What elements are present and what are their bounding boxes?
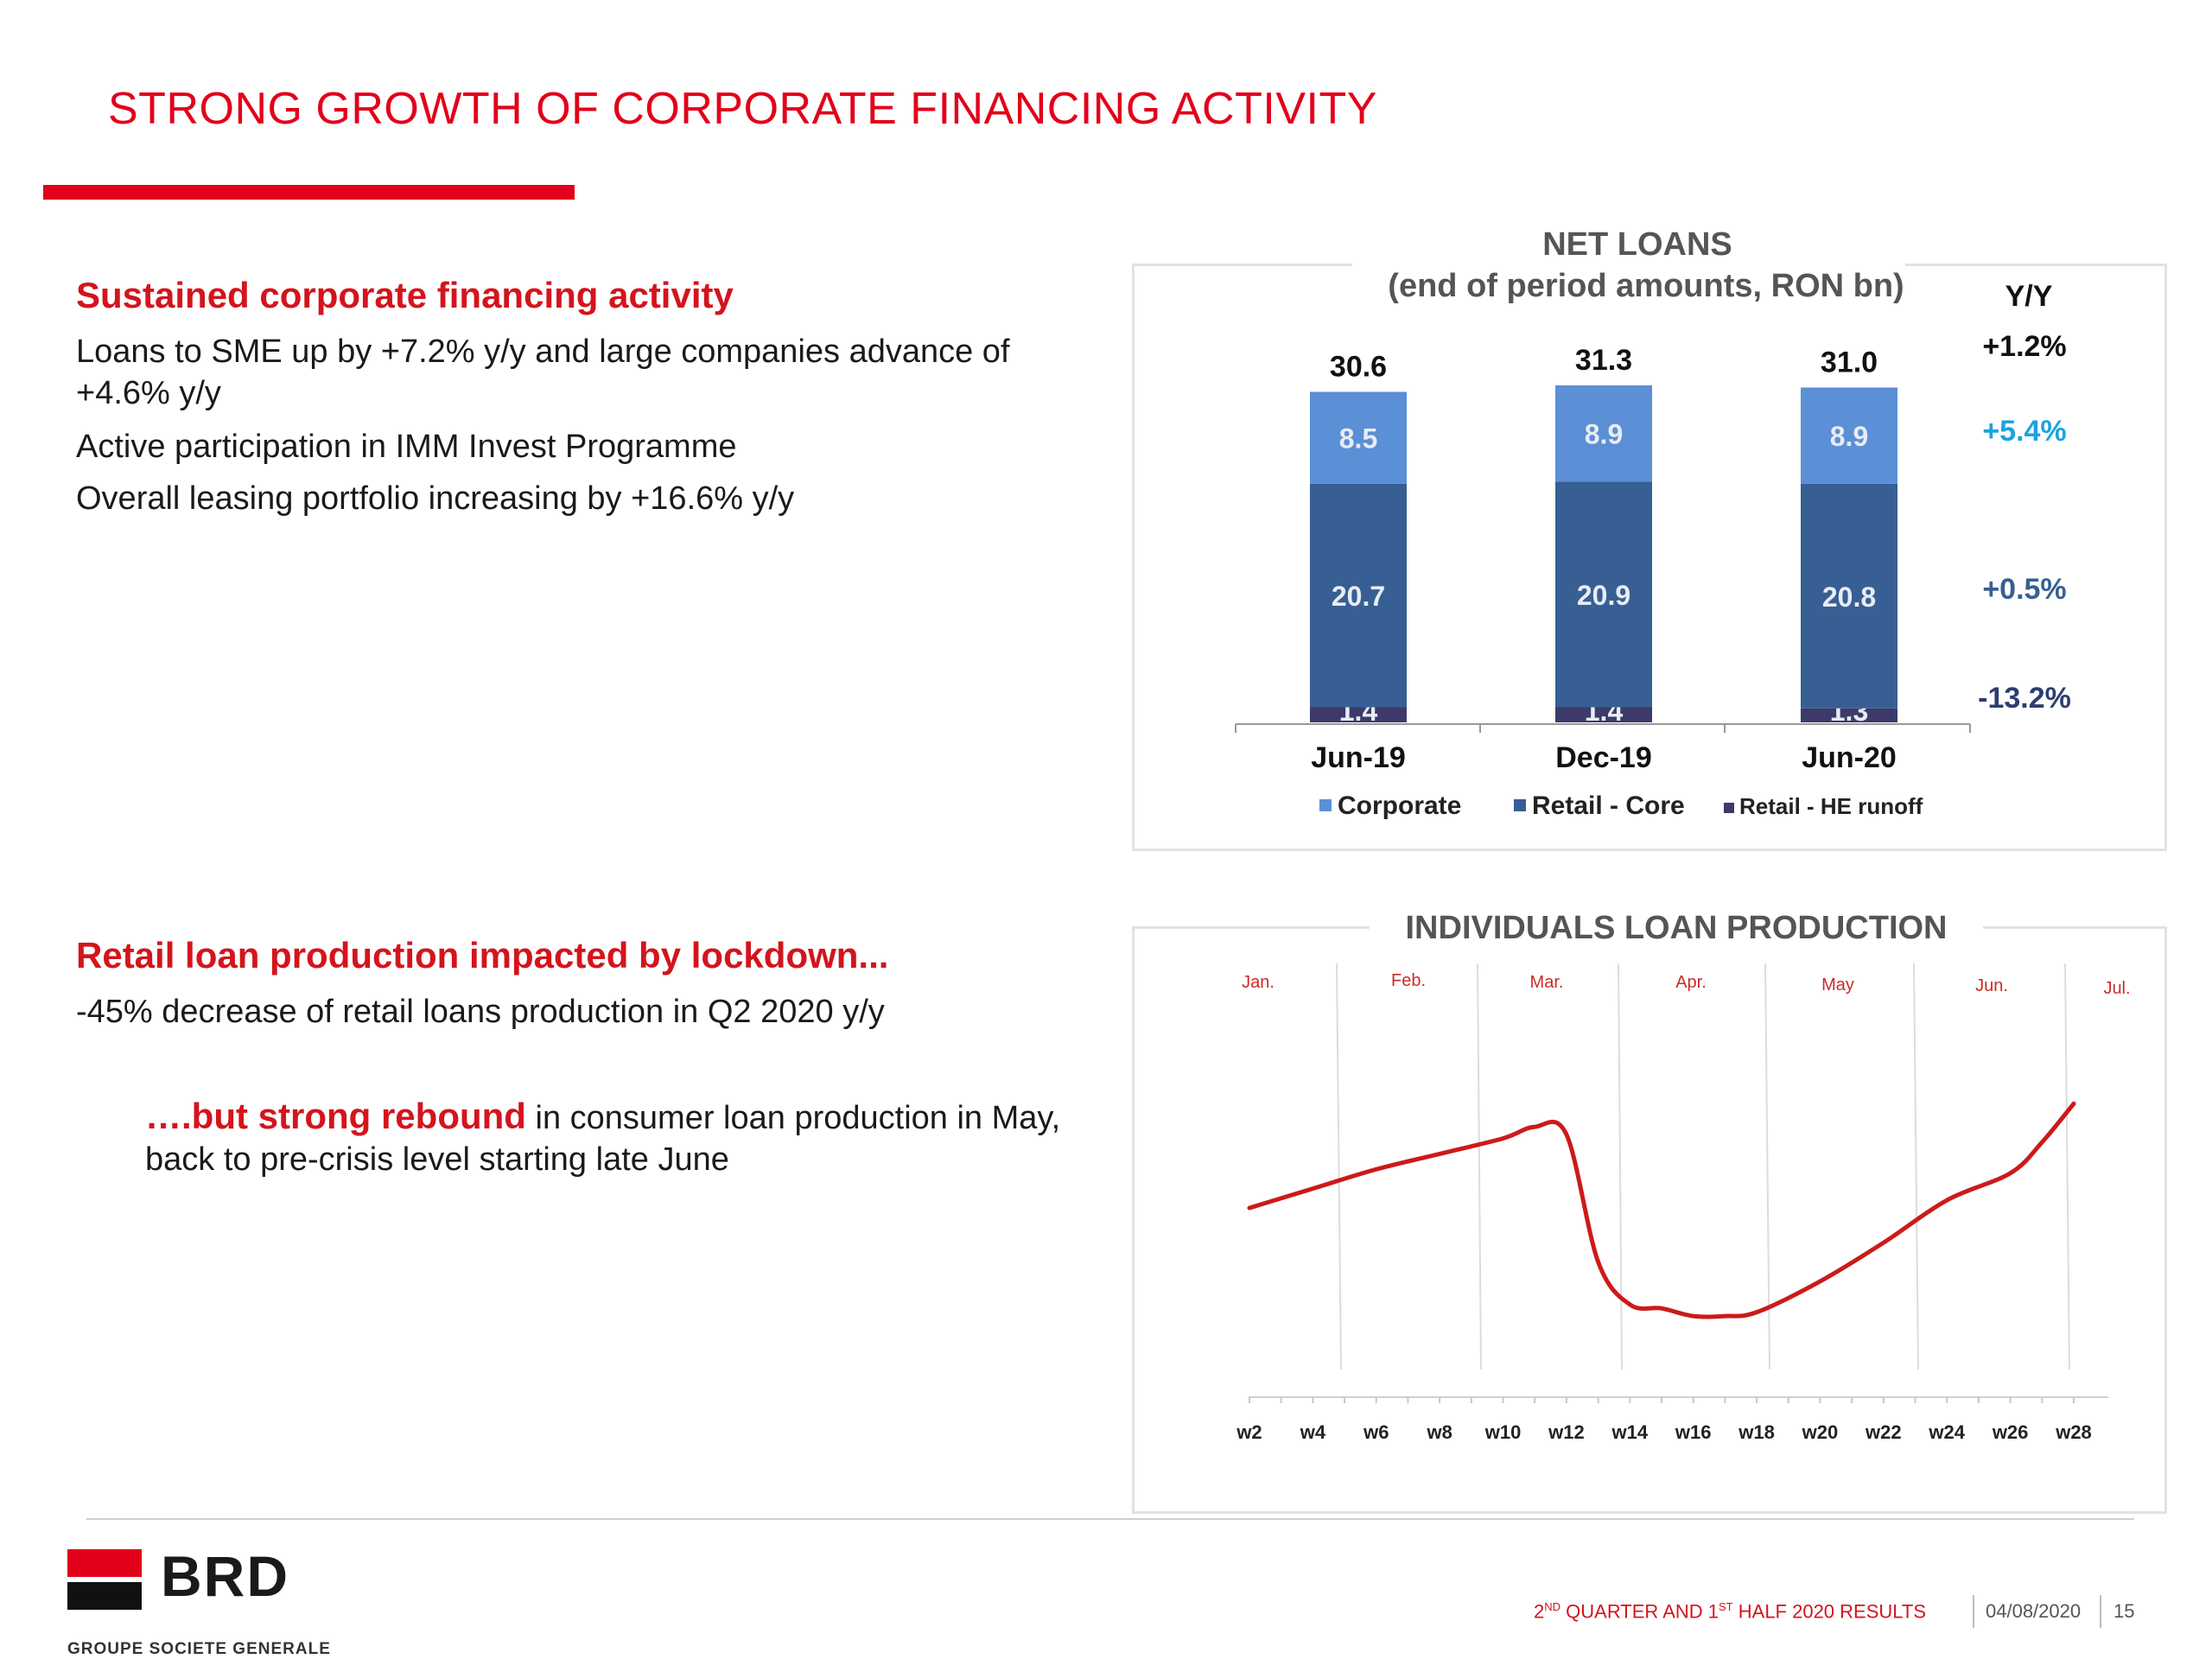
section-heading-retail: Retail loan production impacted by lockd… [76,935,889,976]
bar-label: 8.9 [1830,421,1868,452]
month-label: Jun. [1975,976,2008,995]
x-tick-label: w4 [1300,1421,1326,1443]
yoy-corporate: +5.4% [1982,415,2066,448]
legend-swatch-retail-core [1514,799,1526,811]
x-tick-label: w6 [1363,1421,1389,1443]
footer-report-title: 2ND QUARTER AND 1ST HALF 2020 RESULTS [1534,1600,1926,1623]
net-loans-title: NET LOANS [1542,226,1732,263]
month-label: Jan. [1242,973,1274,992]
footer-separator [1973,1595,1974,1628]
category-label: Jun-19 [1311,741,1406,774]
bar-retail-he-runoff-1 [1555,707,1652,722]
bar-retail-core-0 [1310,483,1407,708]
rebound-highlight: ….but strong rebound [145,1096,526,1136]
bar-retail-he-runoff-0 [1310,707,1407,722]
bar-label: 8.9 [1585,419,1623,450]
month-label: Feb. [1391,971,1426,990]
bullet-leasing: Overall leasing portfolio increasing by … [76,480,795,517]
month-separator [1618,963,1623,1370]
net-loans-title-bg [1352,226,1905,313]
brd-logo-black-block [67,1580,142,1610]
x-tick-label: w18 [1738,1421,1775,1443]
x-tick-label: w2 [1236,1421,1262,1443]
bar-corporate-1 [1555,385,1652,482]
month-label: Jul. [2103,979,2130,998]
section-heading-corporate: Sustained corporate financing activity [76,275,734,315]
bar-label: 20.8 [1822,582,1876,613]
x-tick-label: w14 [1611,1421,1649,1443]
x-tick-label: w22 [1865,1421,1902,1443]
x-tick-label: w20 [1802,1421,1839,1443]
x-tick-label: w24 [1928,1421,1965,1443]
loan-production-title: INDIVIDUALS LOAN PRODUCTION [1406,910,1948,946]
brd-logo-subtitle: GROUPE SOCIETE GENERALE [67,1640,331,1658]
x-tick-label: w26 [1992,1421,2029,1443]
loan-production-title-bg [1370,900,1983,952]
yoy-retail-he: -13.2% [1978,682,2071,715]
title-underline [43,185,575,200]
x-tick-label: w12 [1548,1421,1585,1443]
legend-retail-he: Retail - HE runoff [1739,793,1923,819]
category-label: Dec-19 [1555,741,1652,774]
bar-retail-he-runoff-2 [1801,708,1897,722]
x-tick-label: w10 [1484,1421,1522,1443]
month-separator [1913,963,1919,1370]
bar-label: 8.5 [1339,423,1377,454]
bar-corporate-0 [1310,391,1407,484]
legend-corporate: Corporate [1338,791,1461,820]
footer-date: 04/08/2020 [1986,1600,2082,1622]
x-tick-label: w28 [2055,1421,2092,1443]
bar-total-label: 30.6 [1330,351,1387,384]
loan-production-line [1247,1101,2076,1319]
bar-total-label: 31.3 [1575,344,1632,377]
month-label: May [1821,976,1854,995]
bullet-sme-loans: Loans to SME up by +7.2% y/y and large c… [76,334,1010,411]
month-label: Mar. [1530,973,1564,992]
yoy-header: Y/Y [2005,280,2053,313]
legend-swatch-corporate [1319,799,1332,811]
x-tick-label: w16 [1675,1421,1712,1443]
bar-total-label: 31.0 [1821,346,1878,379]
footer-separator [2100,1595,2101,1628]
net-loans-subtitle: (end of period amounts, RON bn) [1388,268,1904,304]
month-separator [1336,963,1342,1370]
rebound-text: in consumer loan production in May, back… [145,1100,1061,1178]
yoy-retail-core: +0.5% [1982,573,2066,606]
bar-label: 20.9 [1577,580,1630,611]
bullet-retail-decrease: -45% decrease of retail loans production… [76,994,885,1030]
month-separator [1764,963,1770,1370]
legend-retail-core: Retail - Core [1532,791,1685,820]
rebound-paragraph: ….but strong rebound in consumer loan pr… [145,1096,1061,1180]
bar-corporate-2 [1801,387,1897,484]
category-label: Jun-20 [1802,741,1897,774]
brd-logo-red-block [67,1549,142,1580]
month-separator [2064,963,2070,1370]
x-tick-label: w8 [1426,1421,1452,1443]
brd-logo-stripe [67,1577,142,1582]
bar-retail-core-2 [1801,483,1897,709]
month-label: Apr. [1675,973,1707,992]
net-loans-legend: Corporate Retail - Core Retail - HE runo… [1319,791,1923,820]
slide-title: STRONG GROWTH OF CORPORATE FINANCING ACT… [108,84,1377,134]
bar-label: 20.7 [1332,581,1385,612]
legend-swatch-retail-he [1724,803,1734,813]
brd-logo-text: BRD [161,1544,289,1608]
bullet-imm-invest: Active participation in IMM Invest Progr… [76,429,737,465]
bar-retail-core-1 [1555,481,1652,708]
yoy-total: +1.2% [1982,330,2066,363]
footer-divider [86,1518,2134,1520]
month-separator [1477,963,1482,1370]
page-number: 15 [2113,1600,2135,1622]
